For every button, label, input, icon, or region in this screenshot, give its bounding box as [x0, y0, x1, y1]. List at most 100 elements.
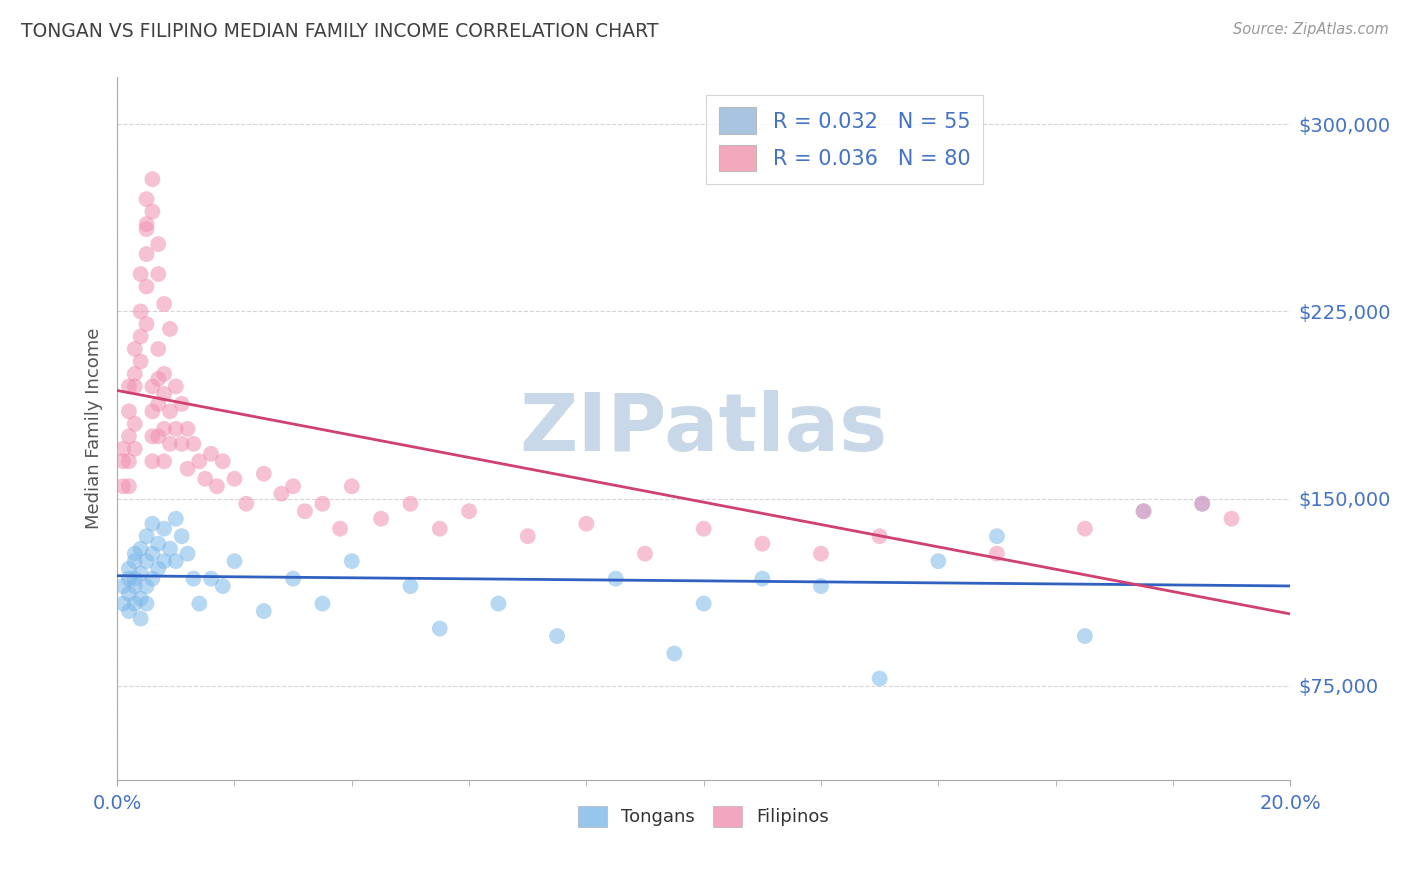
Point: [165, 554, 187, 568]
Point: [869, 672, 891, 686]
Point: [170, 397, 193, 411]
Point: [340, 554, 363, 568]
Point: [205, 479, 228, 493]
Point: [124, 579, 146, 593]
Point: [135, 217, 157, 231]
Point: [141, 429, 163, 443]
Point: [211, 454, 233, 468]
Point: [135, 554, 157, 568]
Point: [429, 622, 451, 636]
Point: [129, 267, 152, 281]
Point: [294, 504, 316, 518]
Point: [458, 504, 481, 518]
Point: [118, 379, 141, 393]
Point: [399, 497, 422, 511]
Point: [124, 379, 146, 393]
Point: [810, 579, 832, 593]
Point: [153, 454, 176, 468]
Point: [692, 522, 714, 536]
Point: [869, 529, 891, 543]
Point: [200, 447, 222, 461]
Point: [118, 429, 141, 443]
Point: [118, 561, 141, 575]
Point: [141, 204, 163, 219]
Point: [141, 547, 163, 561]
Point: [118, 586, 141, 600]
Point: [159, 404, 181, 418]
Point: [270, 487, 292, 501]
Point: [112, 454, 135, 468]
Point: [148, 237, 170, 252]
Point: [135, 247, 157, 261]
Point: [399, 579, 422, 593]
Point: [153, 367, 176, 381]
Point: [153, 554, 176, 568]
Point: [129, 304, 152, 318]
Point: [112, 442, 135, 456]
Point: [575, 516, 598, 531]
Point: [118, 404, 141, 418]
Text: Source: ZipAtlas.com: Source: ZipAtlas.com: [1233, 22, 1389, 37]
Point: [124, 442, 146, 456]
Point: [1132, 504, 1154, 518]
Point: [141, 572, 163, 586]
Point: [159, 437, 181, 451]
Point: [1132, 504, 1154, 518]
Point: [135, 597, 157, 611]
Point: [370, 512, 392, 526]
Point: [927, 554, 949, 568]
Point: [135, 192, 157, 206]
Point: [124, 417, 146, 431]
Point: [1191, 497, 1213, 511]
Point: [153, 297, 176, 311]
Point: [311, 497, 333, 511]
Point: [486, 597, 509, 611]
Point: [429, 522, 451, 536]
Point: [129, 591, 152, 606]
Point: [118, 604, 141, 618]
Point: [118, 479, 141, 493]
Point: [340, 479, 363, 493]
Point: [200, 572, 222, 586]
Point: [183, 572, 205, 586]
Point: [170, 437, 193, 451]
Point: [135, 317, 157, 331]
Point: [148, 342, 170, 356]
Point: [176, 462, 198, 476]
Point: [135, 222, 157, 236]
Point: [165, 512, 187, 526]
Point: [751, 537, 773, 551]
Point: [124, 597, 146, 611]
Point: [148, 267, 170, 281]
Point: [986, 529, 1008, 543]
Point: [124, 572, 146, 586]
Legend: Tongans, Filipinos: Tongans, Filipinos: [571, 798, 837, 834]
Point: [153, 422, 176, 436]
Point: [124, 554, 146, 568]
Point: [751, 572, 773, 586]
Point: [148, 429, 170, 443]
Point: [1074, 522, 1097, 536]
Point: [253, 604, 276, 618]
Point: [153, 522, 176, 536]
Point: [159, 541, 181, 556]
Point: [141, 172, 163, 186]
Point: [810, 547, 832, 561]
Point: [664, 647, 686, 661]
Point: [188, 454, 211, 468]
Point: [129, 566, 152, 581]
Point: [281, 572, 304, 586]
Point: [605, 572, 627, 586]
Point: [148, 372, 170, 386]
Point: [141, 454, 163, 468]
Text: TONGAN VS FILIPINO MEDIAN FAMILY INCOME CORRELATION CHART: TONGAN VS FILIPINO MEDIAN FAMILY INCOME …: [21, 22, 658, 41]
Point: [148, 537, 170, 551]
Point: [135, 279, 157, 293]
Point: [135, 529, 157, 543]
Y-axis label: Median Family Income: Median Family Income: [86, 328, 103, 529]
Point: [281, 479, 304, 493]
Point: [165, 422, 187, 436]
Point: [165, 379, 187, 393]
Point: [176, 422, 198, 436]
Point: [211, 579, 233, 593]
